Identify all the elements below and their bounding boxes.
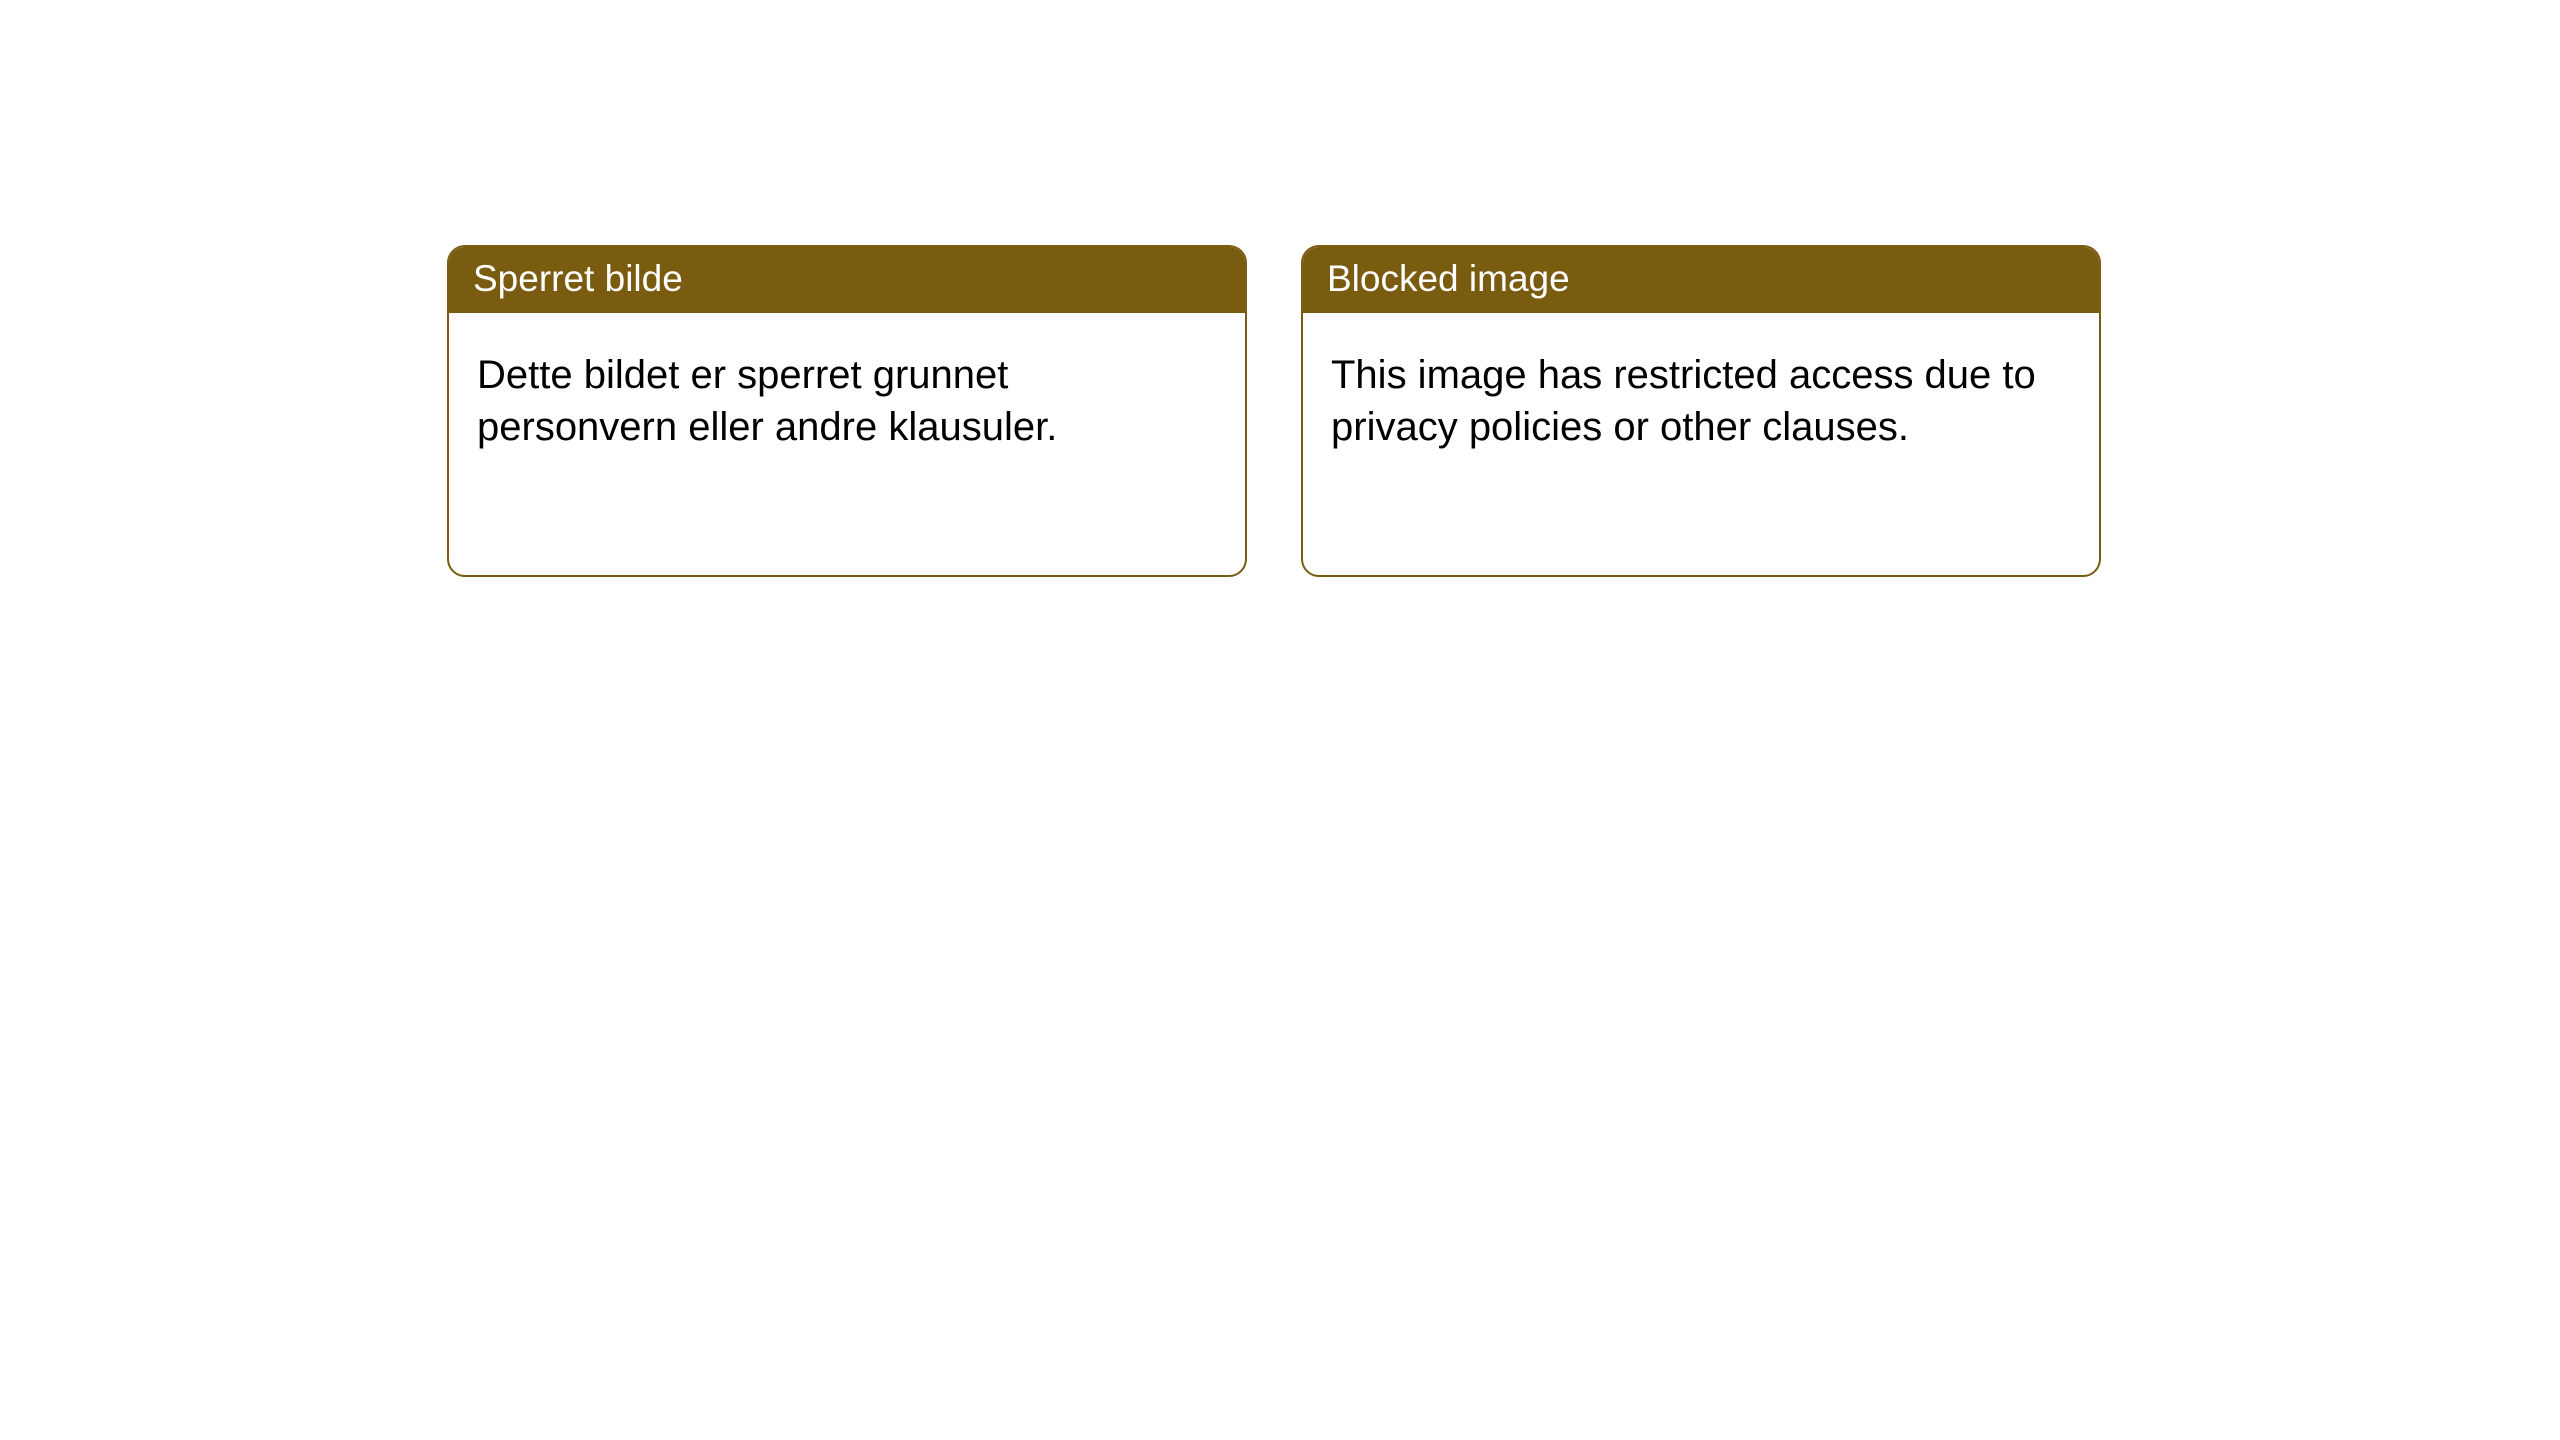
card-header: Sperret bilde xyxy=(449,247,1245,313)
card-title: Blocked image xyxy=(1327,258,1570,299)
card-body-text: This image has restricted access due to … xyxy=(1331,353,2036,449)
card-body: Dette bildet er sperret grunnet personve… xyxy=(449,313,1245,477)
card-header: Blocked image xyxy=(1303,247,2099,313)
cards-container: Sperret bilde Dette bildet er sperret gr… xyxy=(0,0,2560,577)
card-body-text: Dette bildet er sperret grunnet personve… xyxy=(477,353,1057,449)
card-title: Sperret bilde xyxy=(473,258,683,299)
card-body: This image has restricted access due to … xyxy=(1303,313,2099,477)
blocked-image-card-norwegian: Sperret bilde Dette bildet er sperret gr… xyxy=(447,245,1247,577)
blocked-image-card-english: Blocked image This image has restricted … xyxy=(1301,245,2101,577)
